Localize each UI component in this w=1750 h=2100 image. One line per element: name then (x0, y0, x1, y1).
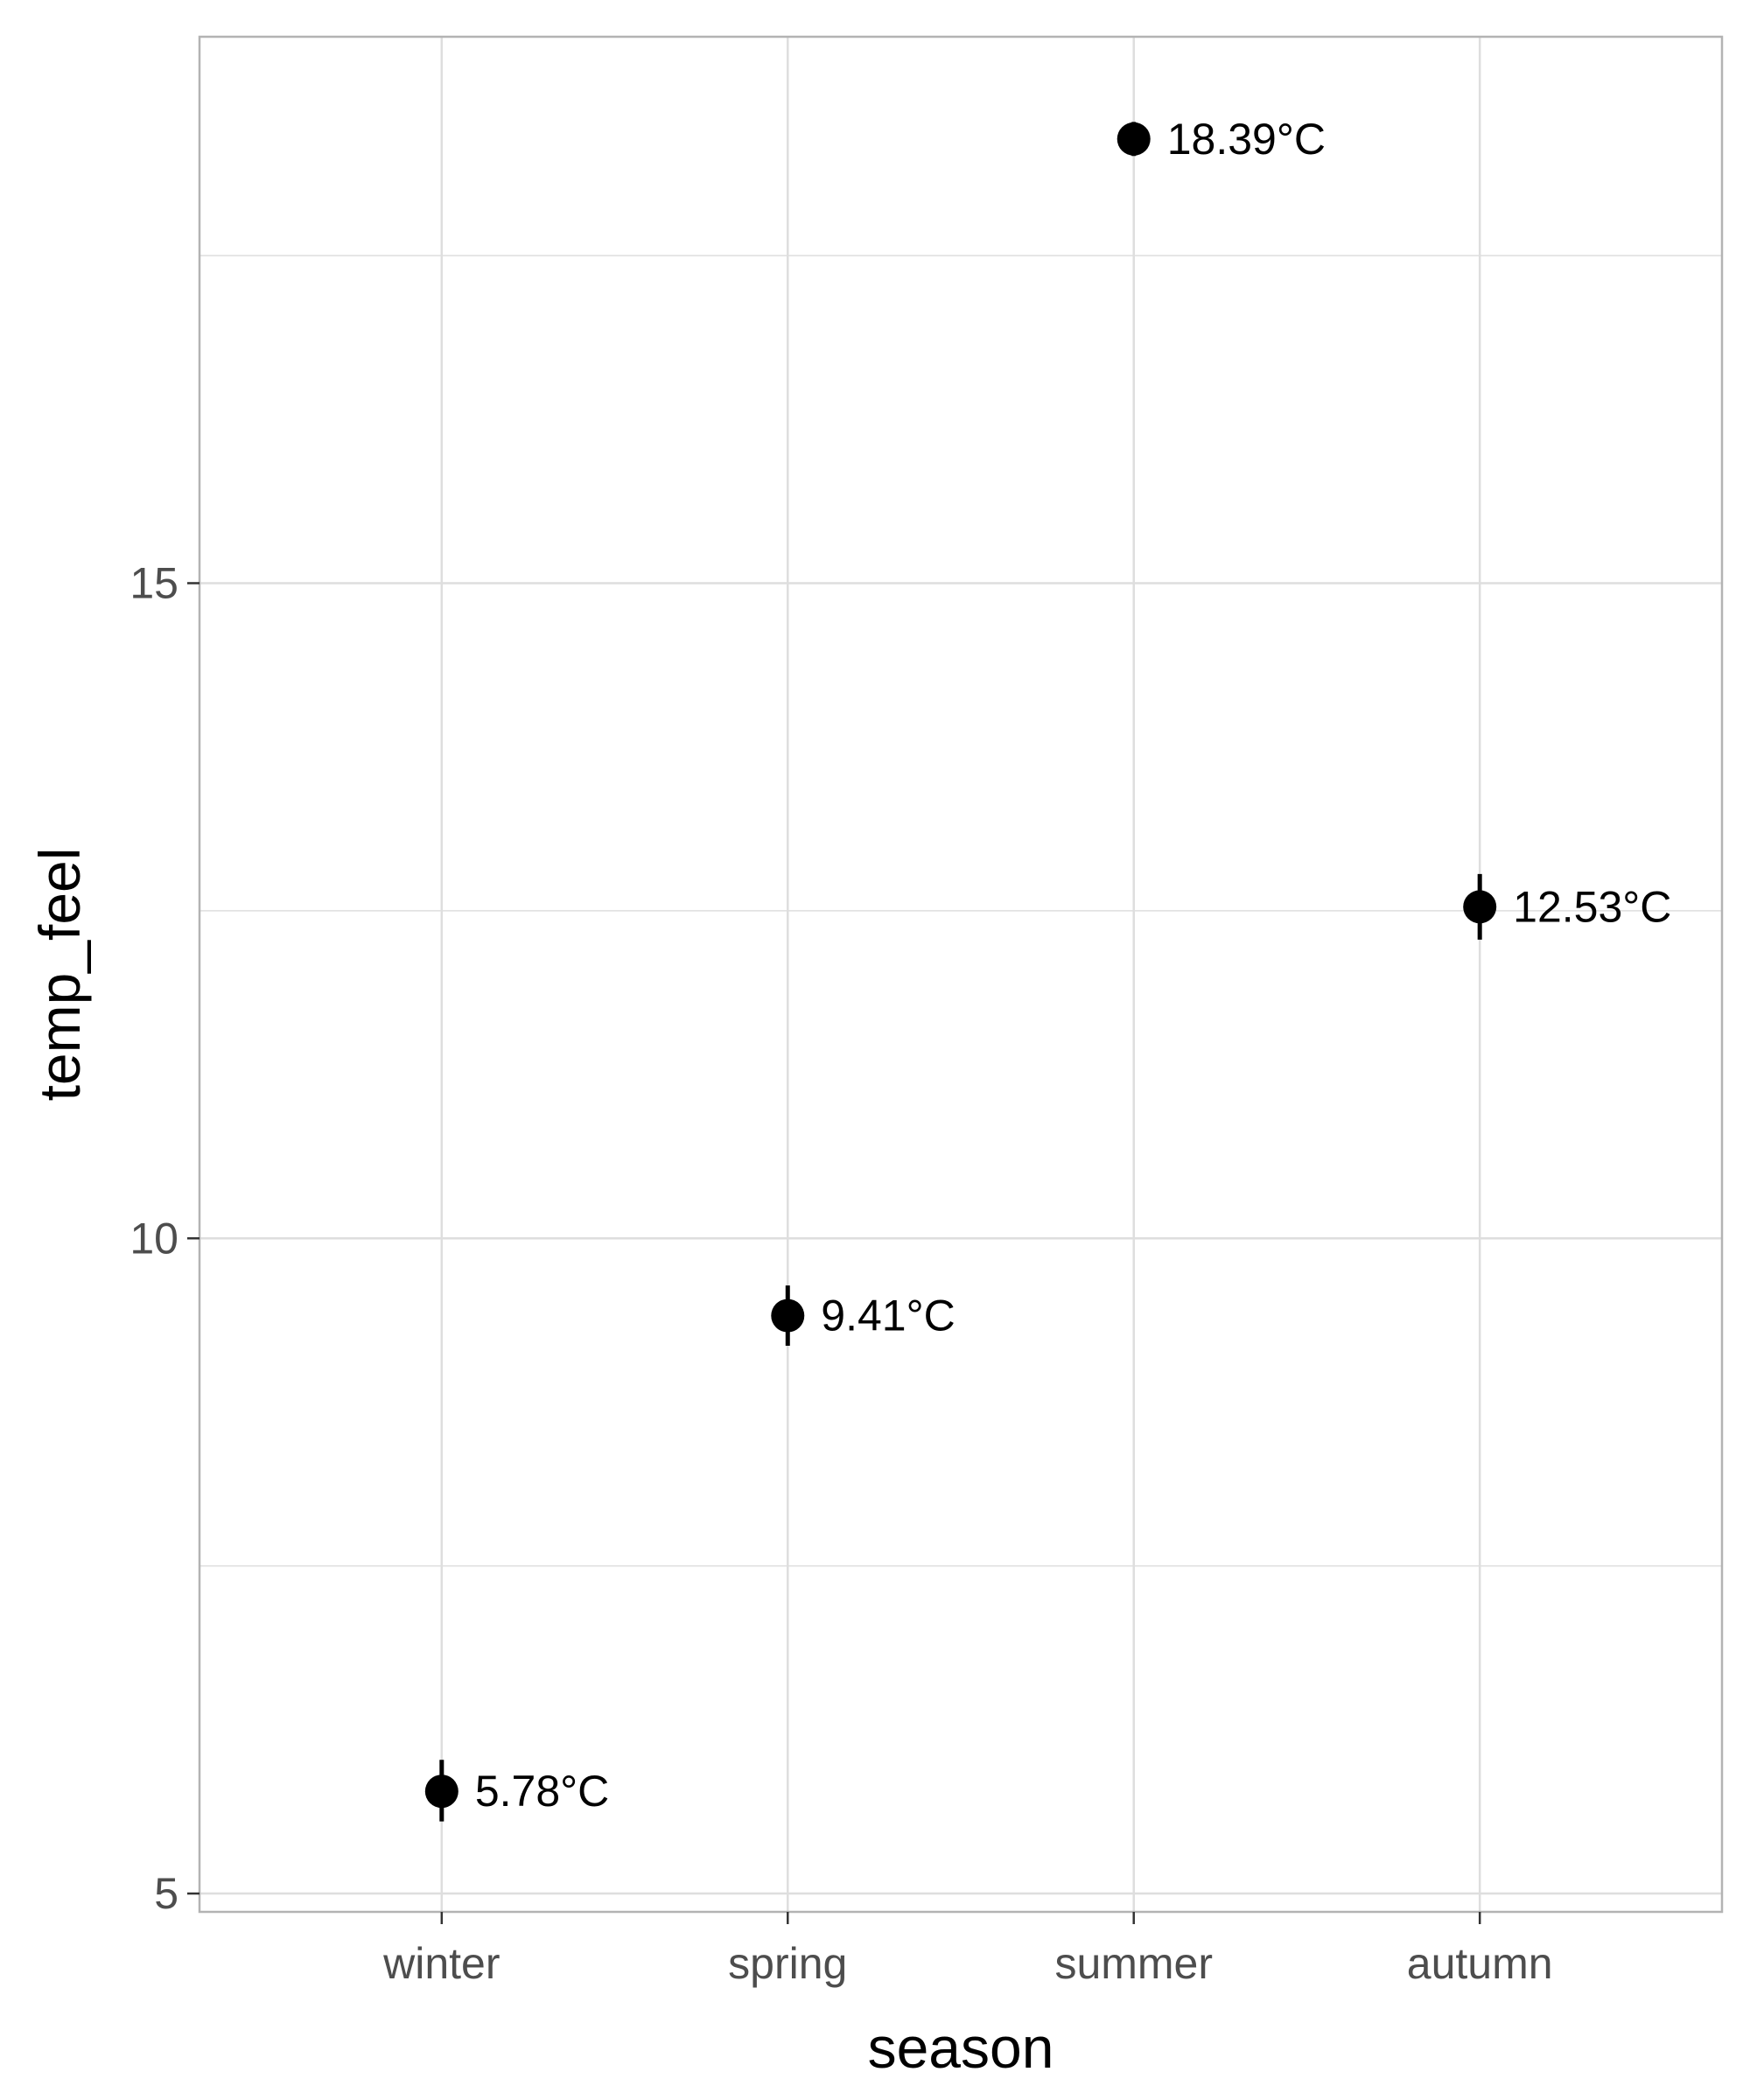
data-point (424, 1774, 458, 1809)
y-axis-tick-labels: 5 10 15 (130, 558, 178, 1918)
x-tick-label: autumn (1407, 1939, 1553, 1988)
y-tick-label: 10 (130, 1214, 178, 1263)
data-point (1116, 122, 1151, 156)
data-point (1463, 890, 1497, 924)
grid (200, 37, 1722, 1912)
x-tick-label: spring (728, 1939, 847, 1988)
data-marks: 5.78°C 9.41°C 18.39°C 12.53°C (424, 115, 1671, 1822)
y-tick-label: 15 (130, 558, 178, 607)
panel-border (198, 35, 1724, 1914)
data-label: 9.41°C (821, 1292, 955, 1340)
x-axis-tick-labels: winter spring summer autumn (382, 1939, 1552, 1988)
x-tick-label: winter (382, 1939, 500, 1988)
data-point (771, 1298, 805, 1333)
y-tick-label: 5 (154, 1869, 178, 1918)
x-tick-label: summer (1054, 1939, 1213, 1988)
data-label: 12.53°C (1513, 882, 1671, 931)
data-label: 18.39°C (1167, 115, 1326, 164)
data-label: 5.78°C (475, 1767, 609, 1816)
y-axis-title: temp_feel (27, 848, 92, 1102)
axis-ticks (187, 582, 1481, 1924)
x-axis-title: season (868, 2015, 1054, 2080)
